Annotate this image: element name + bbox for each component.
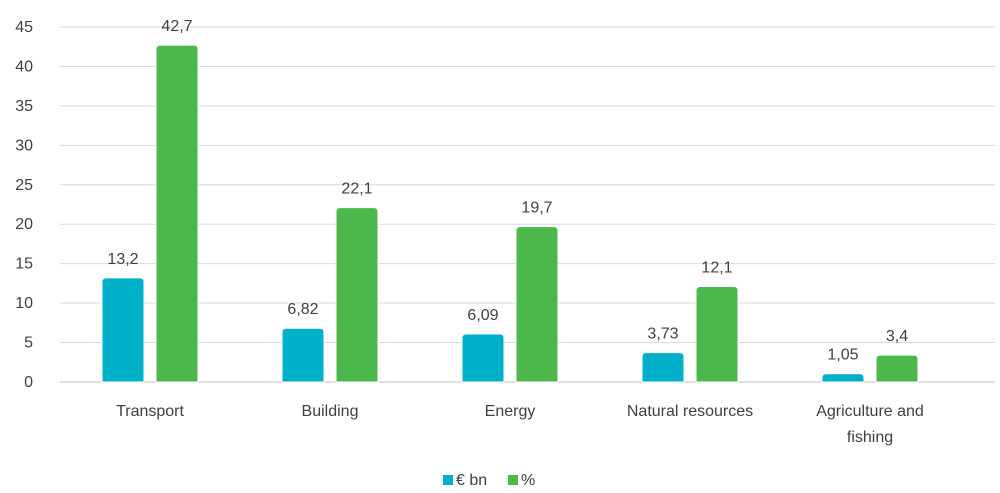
data-label: 19,7 (521, 200, 552, 217)
x-tick-label: Agriculture and (816, 403, 924, 420)
bar-percent (875, 354, 919, 383)
legend-swatch (443, 475, 453, 485)
data-label: 3,4 (886, 328, 908, 345)
bar-percent (155, 44, 199, 383)
x-tick-label: Natural resources (627, 403, 753, 420)
data-label: 1,05 (827, 347, 858, 364)
data-label: 6,82 (287, 301, 318, 318)
y-tick-label: 5 (24, 335, 33, 352)
y-tick-label: 35 (15, 98, 33, 115)
x-tick-label: Transport (116, 403, 184, 420)
x-tick-label: fishing (847, 429, 893, 446)
y-tick-label: 25 (15, 177, 33, 194)
y-tick-label: 10 (15, 295, 33, 312)
y-tick-label: 0 (24, 374, 33, 391)
bar-percent (515, 226, 559, 383)
data-label: 42,7 (161, 18, 192, 35)
data-label: 3,73 (647, 326, 678, 343)
bar-percent (695, 286, 739, 383)
x-tick-label: Building (302, 403, 359, 420)
y-tick-label: 45 (15, 19, 33, 36)
bar-eur-bn (641, 352, 685, 383)
bar-percent (335, 207, 379, 383)
y-tick-label: 40 (15, 58, 33, 75)
y-tick-label: 20 (15, 216, 33, 233)
data-label: 13,2 (107, 251, 138, 268)
bar-eur-bn (281, 327, 325, 383)
bar-eur-bn (461, 333, 505, 383)
data-label: 12,1 (701, 260, 732, 277)
legend-label: € bn (456, 472, 487, 489)
y-tick-label: 30 (15, 137, 33, 154)
data-label: 22,1 (341, 181, 372, 198)
legend-swatch (508, 475, 518, 485)
legend-label: % (521, 472, 535, 489)
bar-eur-bn (821, 373, 865, 383)
bar-eur-bn (101, 277, 145, 383)
y-tick-label: 15 (15, 256, 33, 273)
x-tick-label: Energy (485, 403, 536, 420)
data-label: 6,09 (467, 307, 498, 324)
